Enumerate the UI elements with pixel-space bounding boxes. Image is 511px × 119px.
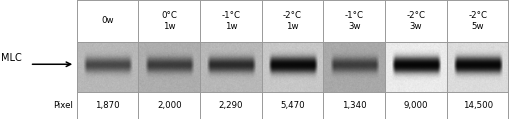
Text: 2,000: 2,000 [157, 101, 181, 110]
Text: 14,500: 14,500 [462, 101, 493, 110]
Text: Pixel: Pixel [53, 101, 73, 110]
Bar [77, 0, 508, 42]
Text: -1°C
1w: -1°C 1w [221, 11, 240, 31]
Text: 1,870: 1,870 [95, 101, 120, 110]
Text: -2°C
3w: -2°C 3w [406, 11, 426, 31]
Text: -2°C
5w: -2°C 5w [468, 11, 487, 31]
Text: 9,000: 9,000 [404, 101, 428, 110]
Bar [77, 92, 508, 119]
Text: 0w: 0w [101, 16, 114, 25]
Text: 2,290: 2,290 [219, 101, 243, 110]
Text: -1°C
3w: -1°C 3w [345, 11, 364, 31]
Text: 5,470: 5,470 [280, 101, 305, 110]
Text: 1,340: 1,340 [342, 101, 366, 110]
Text: 0°C
1w: 0°C 1w [161, 11, 177, 31]
Text: MLC: MLC [1, 53, 21, 63]
Text: -2°C
1w: -2°C 1w [283, 11, 302, 31]
